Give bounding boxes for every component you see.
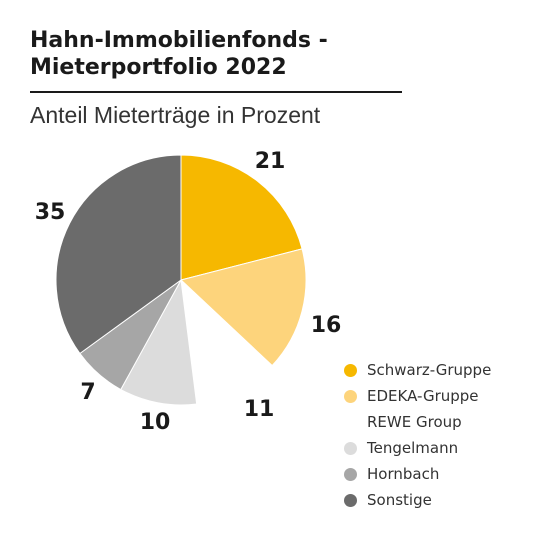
legend-swatch bbox=[344, 441, 357, 455]
legend-item: EDEKA-Gruppe bbox=[344, 383, 534, 409]
legend-item: Sonstige bbox=[344, 487, 534, 513]
chart-title: Hahn-Immobilienfonds - Mieterportfolio 2… bbox=[30, 27, 410, 81]
legend-label: REWE Group bbox=[367, 413, 462, 431]
pie-value-label-1: 21 bbox=[255, 149, 286, 174]
legend-item: Schwarz-Gruppe bbox=[344, 357, 534, 383]
legend-swatch bbox=[344, 389, 357, 403]
legend-swatch bbox=[344, 363, 357, 377]
pie-value-label-5: 7 bbox=[80, 380, 95, 405]
legend-item: Hornbach bbox=[344, 461, 534, 487]
pie-slice-3 bbox=[180, 278, 273, 405]
legend-label: EDEKA-Gruppe bbox=[367, 387, 479, 405]
chart-title-line-1: Hahn-Immobilienfonds - bbox=[30, 28, 328, 53]
pie-slice-1 bbox=[180, 154, 303, 281]
chart-subtitle: Anteil Mieterträge in Prozent bbox=[30, 102, 321, 128]
legend-swatch bbox=[344, 416, 357, 429]
pie-slice-2 bbox=[179, 248, 307, 367]
legend-item: REWE Group bbox=[344, 409, 534, 435]
pie-value-label-3: 11 bbox=[244, 397, 275, 422]
legend-item: Tengelmann bbox=[344, 435, 534, 461]
chart-title-line-2: Mieterportfolio 2022 bbox=[30, 55, 287, 80]
legend-label: Sonstige bbox=[367, 491, 432, 509]
chart-legend: Schwarz-Gruppe EDEKA-Gruppe REWE Group Teng… bbox=[344, 357, 534, 513]
legend-swatch bbox=[344, 493, 357, 507]
pie-slice-6 bbox=[55, 154, 182, 355]
pie-value-label-2: 16 bbox=[311, 313, 342, 338]
pie-slice-4 bbox=[120, 278, 198, 406]
legend-label: Tengelmann bbox=[367, 439, 459, 457]
pie-value-label-6: 35 bbox=[35, 200, 66, 225]
title-divider bbox=[30, 91, 402, 93]
legend-label: Schwarz-Gruppe bbox=[367, 361, 492, 379]
legend-swatch bbox=[344, 467, 357, 481]
legend-label: Hornbach bbox=[367, 465, 440, 483]
pie-value-label-4: 10 bbox=[140, 410, 171, 435]
